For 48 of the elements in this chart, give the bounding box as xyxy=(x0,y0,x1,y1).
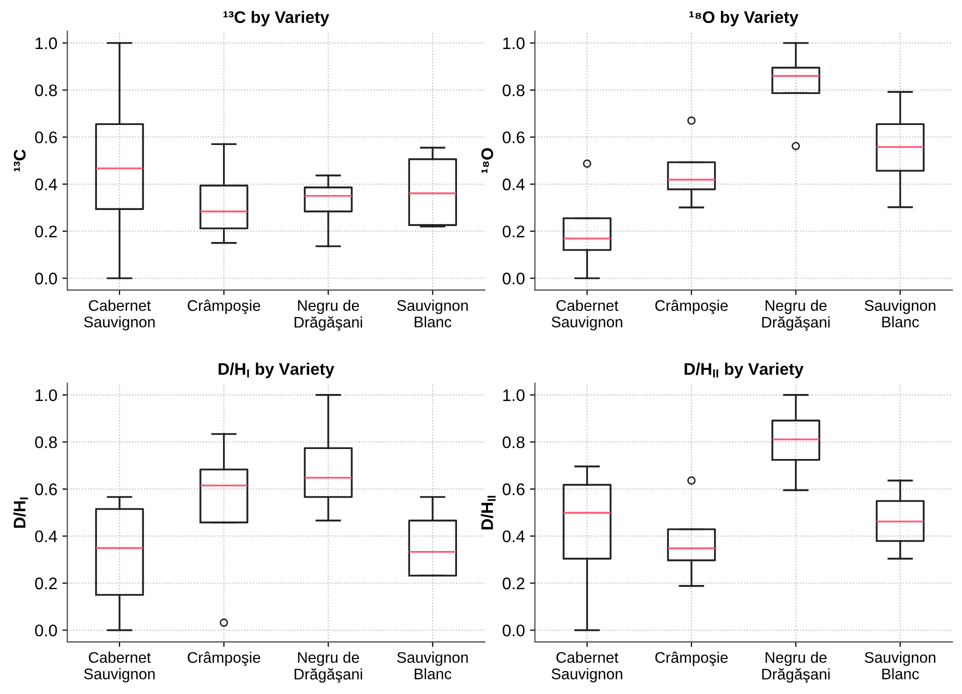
x-tick-label: Crâmpoşie xyxy=(188,300,260,314)
y-tick-label: 1.0 xyxy=(503,37,525,50)
y-tick-label: 1.0 xyxy=(36,389,57,402)
y-tick-label: 0.4 xyxy=(502,530,525,542)
y-axis-title: D/H$_{II}$ xyxy=(480,496,496,530)
x-tick-label: Sauvignon Blanc xyxy=(864,652,936,680)
y-tick-label: 0.4 xyxy=(35,178,58,190)
y-axis-title: ¹³C xyxy=(14,150,26,172)
x-tick-label: Crâmpoşie xyxy=(655,300,728,314)
x-tick-label: Crâmpoşie xyxy=(188,652,260,666)
y-tick-label: 0.8 xyxy=(502,436,524,448)
x-tick-label: Cabernet Sauvignon xyxy=(552,652,622,682)
y-tick-label: 1.0 xyxy=(503,389,525,402)
y-tick-label: 0.6 xyxy=(502,483,524,496)
chart-title: D/H$_{II}$ by Variety xyxy=(684,362,804,378)
x-tick-label: Negru de Drăgăşani xyxy=(762,652,830,683)
y-tick-label: 0.2 xyxy=(502,578,524,590)
y-tick-label: 0.2 xyxy=(35,226,57,238)
x-tick-label: Sauvignon Blanc xyxy=(397,652,468,680)
y-tick-label: 1.0 xyxy=(36,37,57,50)
y-tick-label: 0.8 xyxy=(35,436,57,448)
x-tick-label: Negru de Drăgăşani xyxy=(762,300,830,331)
y-tick-label: 0.0 xyxy=(502,272,525,284)
chart-title: ¹⁸O by Variety xyxy=(689,10,798,26)
y-tick-label: 0.0 xyxy=(35,272,57,284)
y-tick-label: 0.0 xyxy=(35,624,57,636)
y-tick-label: 0.4 xyxy=(502,178,525,190)
y-tick-label: 0.4 xyxy=(35,530,58,542)
x-tick-label: Negru de Drăgăşani xyxy=(294,300,362,331)
y-tick-label: 0.6 xyxy=(502,131,524,144)
y-tick-label: 0.8 xyxy=(35,84,57,96)
y-tick-label: 0.0 xyxy=(502,624,525,636)
x-tick-label: Cabernet Sauvignon xyxy=(84,652,155,682)
chart-title: ¹³C by Variety xyxy=(223,10,330,26)
y-tick-label: 0.2 xyxy=(502,226,524,238)
chart-title: D/H$_{I}$ by Variety xyxy=(218,362,334,378)
y-tick-label: 0.2 xyxy=(35,578,57,590)
x-tick-label: Crâmpoşie xyxy=(655,652,728,666)
x-tick-label: Cabernet Sauvignon xyxy=(84,300,155,330)
y-tick-label: 0.6 xyxy=(35,131,57,144)
y-tick-label: 0.8 xyxy=(502,84,524,96)
x-tick-label: Negru de Drăgăşani xyxy=(294,652,362,683)
y-axis-title: ¹⁸O xyxy=(481,148,494,174)
x-tick-label: Sauvignon Blanc xyxy=(397,300,468,328)
x-tick-label: Cabernet Sauvignon xyxy=(552,300,622,330)
y-axis-title: D/H$_{I}$ xyxy=(13,498,28,528)
x-tick-label: Sauvignon Blanc xyxy=(864,300,936,328)
y-tick-label: 0.6 xyxy=(35,483,57,496)
